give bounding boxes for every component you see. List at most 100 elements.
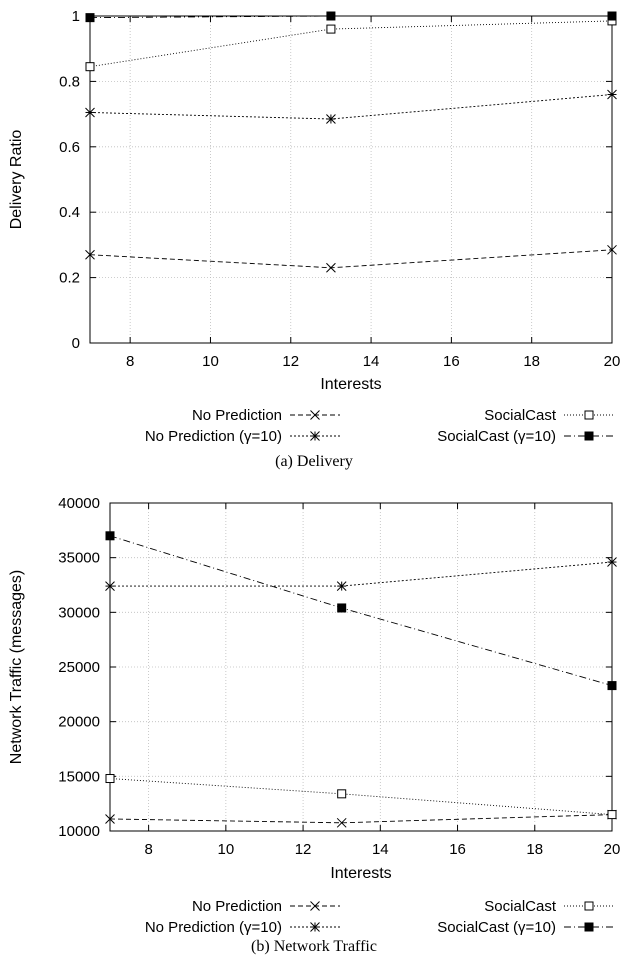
legend-marker (310, 901, 320, 911)
data-point (105, 814, 115, 824)
y-tick-label: 15000 (58, 768, 100, 785)
chart-network-traffic: 8 10 12 14 16 18 20 10000 15000 20000 25000 30000 35… (8, 495, 620, 955)
legend-label: No Prediction (192, 407, 282, 424)
figure-caption: (a) Delivery (275, 453, 353, 470)
x-axis-label: Interests (320, 376, 381, 393)
legend: No Prediction No Prediction (γ=10) SocialC… (145, 407, 614, 445)
data-point (85, 249, 95, 260)
series-line (89, 249, 613, 269)
y-tick-label: 1 (72, 8, 80, 25)
data-point (85, 107, 95, 118)
plot-frame (89, 15, 613, 344)
data-point (85, 62, 95, 72)
series-2 (105, 774, 617, 820)
data-point (607, 11, 617, 21)
y-tick-label: 40000 (58, 495, 100, 512)
series-3 (85, 11, 617, 23)
series-line (109, 535, 613, 687)
x-tick-label: 8 (144, 841, 152, 858)
legend-label: SocialCast (γ=10) (437, 919, 556, 936)
grid (90, 15, 613, 344)
data-point (336, 817, 347, 828)
legend-marker (584, 922, 594, 932)
legend-label: SocialCast (484, 898, 557, 915)
y-tick-label: 0.6 (59, 139, 80, 156)
y-axis-label: Delivery Ratio (8, 130, 25, 230)
legend-marker (310, 431, 320, 441)
x-tick-label: 12 (295, 841, 312, 858)
data-point (607, 244, 617, 255)
series-3 (105, 531, 617, 691)
x-tick-label: 12 (282, 353, 299, 370)
y-tick-label: 10000 (58, 823, 100, 840)
data-point (607, 557, 617, 567)
data-point (337, 789, 347, 799)
data-point (105, 581, 115, 591)
y-tick-label: 35000 (58, 550, 100, 567)
data-point (607, 89, 617, 100)
x-tick-label: 20 (604, 841, 621, 858)
y-tick-label: 0.8 (59, 73, 80, 90)
legend-item: SocialCast (γ=10) (437, 428, 614, 445)
grid (110, 502, 613, 832)
data-point (326, 114, 336, 124)
data-point (337, 603, 347, 613)
y-tick-label: 20000 (58, 714, 100, 731)
legend-label: No Prediction (γ=10) (145, 428, 282, 445)
data-point (326, 262, 336, 273)
legend-item: SocialCast (484, 898, 614, 915)
x-tick-label: 14 (372, 841, 389, 858)
data-point (336, 581, 347, 591)
x-tick-label: 14 (363, 353, 380, 370)
legend-marker (584, 431, 594, 441)
legend: No Prediction No Prediction (γ=10) SocialC… (145, 898, 614, 936)
x-tick-label: 16 (449, 841, 466, 858)
y-tick-label: 30000 (58, 604, 100, 621)
y-axis-label: Network Traffic (messages) (8, 570, 25, 764)
y-tick-label: 0 (72, 335, 80, 352)
legend-item: No Prediction (γ=10) (145, 919, 340, 936)
series-0 (85, 244, 617, 273)
y-tick-label: 0.2 (59, 270, 80, 287)
x-tick-label: 18 (526, 841, 543, 858)
data-point (85, 13, 95, 23)
x-tick-label: 16 (443, 353, 460, 370)
data-point (326, 24, 336, 34)
series-1 (105, 557, 617, 591)
x-tick-label: 20 (604, 353, 621, 370)
series-line (89, 20, 613, 68)
legend-item: No Prediction (192, 407, 340, 424)
x-tick-label: 8 (126, 353, 134, 370)
legend-item: SocialCast (484, 407, 614, 424)
series-0 (105, 809, 617, 828)
series-line (109, 778, 613, 816)
series-line (89, 94, 613, 120)
x-tick-label: 10 (218, 841, 235, 858)
data-point (105, 531, 115, 541)
legend-label: No Prediction (192, 898, 282, 915)
series-2 (85, 16, 617, 72)
legend-item: SocialCast (γ=10) (437, 919, 614, 936)
legend-label: SocialCast (γ=10) (437, 428, 556, 445)
legend-marker (584, 410, 594, 420)
legend-label: No Prediction (γ=10) (145, 919, 282, 936)
legend-marker (310, 410, 320, 420)
series-1 (85, 89, 617, 124)
data-point (105, 774, 115, 784)
data-point (607, 810, 617, 820)
legend-marker (584, 901, 594, 911)
legend-item: No Prediction (192, 898, 340, 915)
chart-delivery: 8 10 12 14 16 18 20 0 0.2 0.4 0.6 0.8 1 Interests Deli… (8, 8, 620, 470)
x-tick-label: 18 (523, 353, 540, 370)
data-point (326, 11, 336, 21)
legend-marker (310, 922, 320, 932)
x-tick-label: 10 (202, 353, 219, 370)
y-tick-label: 25000 (58, 659, 100, 676)
data-point (607, 681, 617, 691)
x-axis-label: Interests (330, 865, 391, 882)
legend-label: SocialCast (484, 407, 557, 424)
series-line (109, 814, 613, 824)
series-line (110, 561, 613, 587)
y-tick-label: 0.4 (59, 204, 80, 221)
